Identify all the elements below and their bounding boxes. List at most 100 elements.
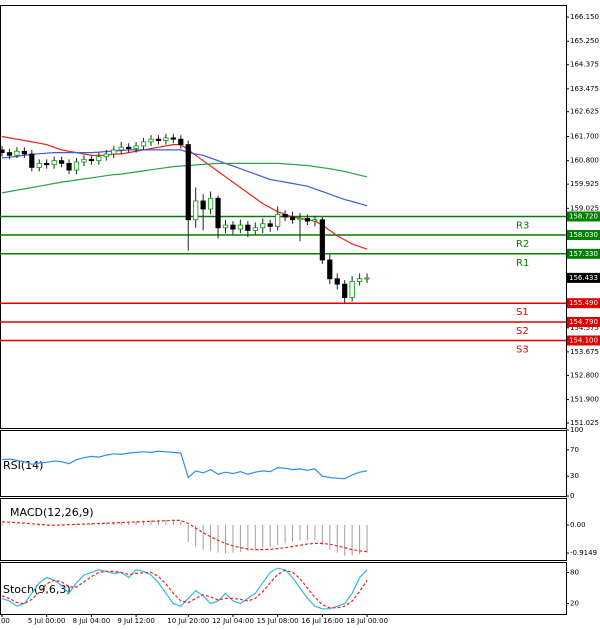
- x-tick-label: 18 Jul 00:00: [346, 617, 388, 625]
- candle-body: [88, 158, 94, 162]
- candle-body: [96, 156, 102, 162]
- candle-body: [364, 277, 370, 280]
- x-tick-label: 10 Jul 20:00: [167, 617, 209, 625]
- moving-average: [1, 149, 368, 207]
- price-label-box: [567, 248, 600, 259]
- candle-body: [29, 153, 35, 168]
- candle-body: [140, 141, 147, 147]
- y-tick-label: 160.800: [570, 157, 599, 165]
- candle-body: [304, 217, 311, 222]
- price-label: 157.330: [569, 250, 598, 258]
- candle-body: [207, 197, 214, 210]
- x-tick-label: 9 Jul 12:00: [117, 617, 155, 625]
- y-tick-label: 153.675: [570, 348, 599, 356]
- y-tick-label: -0.9149: [570, 549, 597, 557]
- candle-body: [230, 224, 236, 230]
- candle-body: [289, 216, 296, 221]
- y-tick-label: 0.00: [570, 521, 586, 529]
- signal-line: [1, 519, 368, 553]
- candle-body: [51, 160, 57, 166]
- candle-body: [6, 152, 13, 156]
- candle-body: [327, 259, 333, 280]
- y-tick-label: 20: [570, 600, 579, 608]
- x-tick-label: 15 Jul 08:00: [257, 617, 299, 625]
- candle-body: [237, 224, 243, 230]
- y-tick-label: 159.025: [570, 204, 599, 212]
- panel-title: Stoch(9,6,3): [3, 583, 71, 596]
- candle-body: [260, 223, 266, 229]
- candle-body: [178, 138, 184, 145]
- candle-body: [342, 283, 348, 298]
- candle-body: [59, 160, 65, 164]
- candle-body: [103, 153, 109, 158]
- y-tick-label: 100: [570, 426, 583, 434]
- y-tick-label: 0: [570, 492, 574, 500]
- y-tick-label: 163.475: [570, 85, 599, 93]
- candle-body: [14, 150, 20, 156]
- candle-body: [81, 158, 87, 163]
- x-tick-label: 8 Jul 04:00: [73, 617, 111, 625]
- y-tick-label: 161.700: [570, 133, 599, 141]
- y-tick-label: 154.575: [570, 324, 599, 332]
- candle-body: [73, 161, 80, 171]
- candle-body: [349, 281, 355, 298]
- candle-body: [334, 278, 340, 285]
- candle-body: [267, 223, 273, 227]
- x-tick-label: 5 Jul 00:00: [28, 617, 66, 625]
- y-tick-label: 152.800: [570, 371, 599, 379]
- moving-average: [1, 162, 368, 194]
- candle-body: [66, 162, 72, 171]
- panel-frame: [0, 430, 567, 497]
- price-label-box: [567, 211, 600, 222]
- candle-body: [163, 137, 169, 141]
- y-tick-label: 80: [570, 568, 579, 576]
- candle-body: [252, 227, 258, 231]
- level-name: S1: [516, 307, 529, 318]
- signal-line: [1, 569, 368, 609]
- y-tick-label: 30: [570, 472, 579, 480]
- candle-body: [312, 219, 318, 222]
- price-label-box: [567, 335, 600, 346]
- y-tick-label: 166.150: [570, 13, 599, 21]
- level-name: S3: [516, 345, 529, 356]
- y-tick-label: 164.375: [570, 61, 599, 69]
- candle-body: [21, 150, 27, 155]
- panel-title: MACD(12,26,9): [10, 506, 94, 519]
- candle-body: [133, 145, 139, 149]
- candle-body: [185, 144, 191, 221]
- candle-body: [170, 137, 176, 140]
- candle-body: [319, 219, 325, 261]
- candle-body: [356, 278, 363, 282]
- candle-body: [36, 162, 42, 168]
- candle-body: [215, 197, 221, 229]
- panel-frame: [0, 498, 567, 561]
- y-tick-label: 162.625: [570, 108, 599, 116]
- candle-body: [275, 213, 281, 227]
- candle-body: [193, 200, 199, 221]
- candle-body: [148, 138, 154, 143]
- x-tick-label: 16 Jul 16:00: [301, 617, 343, 625]
- x-tick-label: 6:00: [0, 617, 10, 625]
- x-tick-label: 12 Jul 04:00: [212, 617, 254, 625]
- candle-body: [282, 213, 288, 218]
- candle-body: [0, 149, 5, 154]
- candle-body: [126, 146, 132, 149]
- price-label: 158.030: [569, 231, 598, 239]
- indicator-line: [1, 450, 368, 480]
- candle-body: [297, 217, 303, 221]
- level-name: R1: [516, 258, 529, 269]
- price-label: 155.490: [569, 299, 598, 307]
- price-label: 158.720: [569, 213, 598, 221]
- current-price-label: 156.433: [569, 274, 598, 282]
- candle-body: [118, 146, 124, 151]
- y-tick-label: 151.900: [570, 396, 599, 404]
- candle-body: [44, 162, 50, 166]
- candle-body: [155, 138, 162, 141]
- price-label: 154.790: [569, 318, 598, 326]
- y-tick-label: 165.250: [570, 37, 599, 45]
- price-label-box: [567, 298, 600, 309]
- level-name: R2: [516, 239, 529, 250]
- panel-frame: [0, 562, 567, 615]
- y-tick-label: 70: [570, 446, 579, 454]
